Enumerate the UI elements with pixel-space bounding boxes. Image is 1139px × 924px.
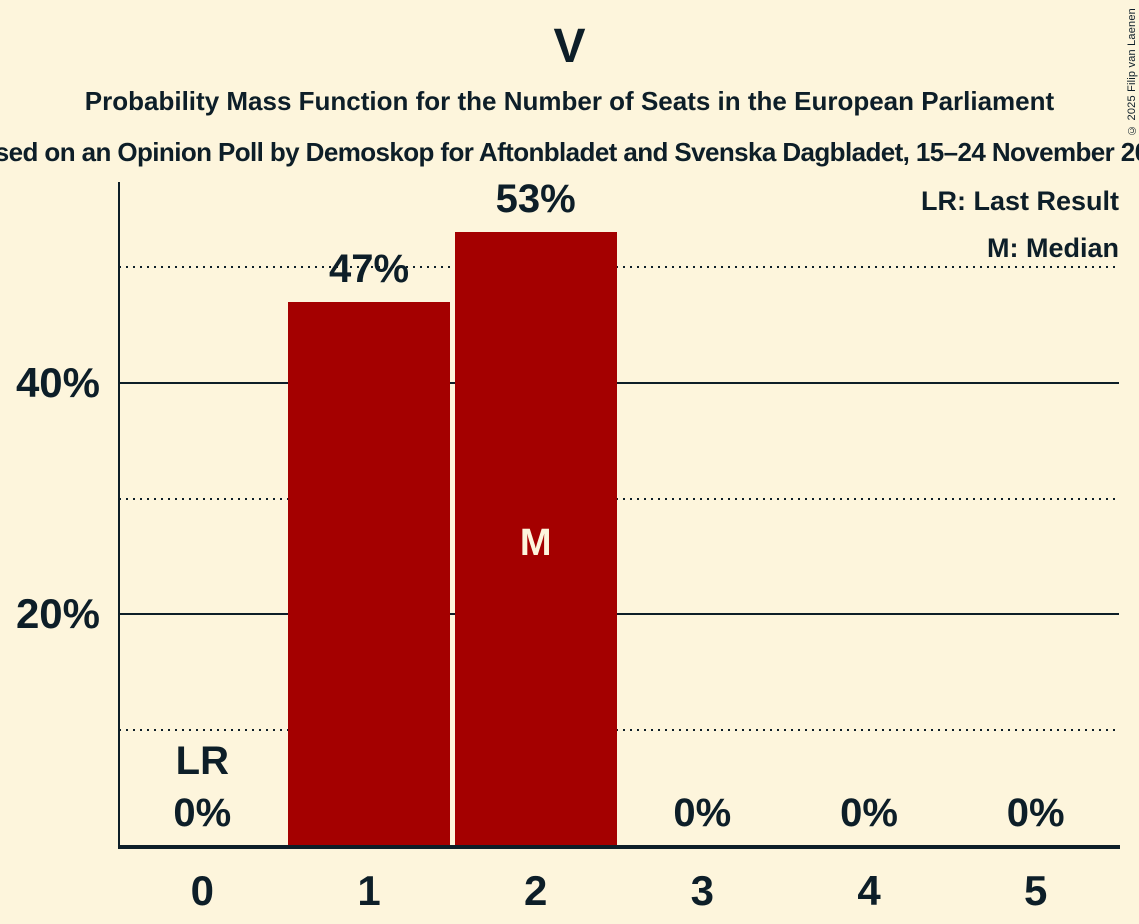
- chart-subtitle2-wrap: Based on an Opinion Poll by Demoskop for…: [0, 135, 1139, 169]
- y-axis-tick-label-20%: 20%: [15, 590, 100, 638]
- x-axis-tick-label-3: 3: [690, 867, 714, 914]
- chart-subtitle2: Based on an Opinion Poll by Demoskop for…: [0, 137, 1139, 167]
- bar-value-label-0: 0%: [173, 791, 232, 835]
- gridline-solid-40: [119, 381, 1119, 384]
- x-axis-tick-label-2: 2: [523, 867, 548, 914]
- y-axis-tick-label-40%: 40%: [15, 358, 100, 406]
- legend-median: M: Median: [987, 233, 1119, 263]
- chart-subtitle: Probability Mass Function for the Number…: [84, 86, 1055, 116]
- y-axis-line: [118, 182, 120, 846]
- gridline-dotted-30: [119, 497, 1119, 500]
- median-marker-label: M: [519, 522, 552, 565]
- gridline-solid-20: [119, 613, 1119, 616]
- bar-seats-1: [288, 301, 450, 848]
- legend-last-result: LR: Last Result: [920, 186, 1119, 216]
- bar-value-label-5: 0%: [1006, 791, 1065, 835]
- x-axis-tick-label-1: 1: [357, 867, 381, 914]
- x-axis-tick-label-4: 4: [857, 867, 881, 914]
- x-axis-tick-label-0: 0: [190, 867, 214, 914]
- bar-value-label-4: 0%: [840, 791, 898, 835]
- chart-title: V: [553, 20, 586, 73]
- x-axis-line: [118, 845, 1120, 849]
- gridline-dotted-50: [119, 266, 1119, 268]
- bar-value-label-3: 0%: [673, 791, 732, 835]
- bar-value-label-1: 47%: [328, 246, 410, 291]
- gridline-dotted-10: [119, 729, 1119, 732]
- x-axis-tick-label-5: 5: [1023, 867, 1048, 914]
- bar-value-label-2: 53%: [495, 177, 576, 222]
- bar-seats-2: [454, 232, 617, 848]
- last-result-marker-label: LR: [175, 739, 229, 783]
